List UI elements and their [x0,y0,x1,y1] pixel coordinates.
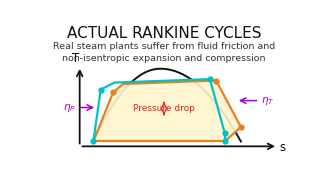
Text: Pressure drop: Pressure drop [133,104,195,113]
Text: $\eta_T$: $\eta_T$ [261,95,274,107]
Text: ACTUAL RANKINE CYCLES: ACTUAL RANKINE CYCLES [67,26,261,41]
Text: T: T [72,51,80,65]
Text: $\eta_P$: $\eta_P$ [63,102,76,114]
Polygon shape [93,80,241,141]
Text: Real steam plants suffer from fluid friction and
non-isentropic expansion and co: Real steam plants suffer from fluid fric… [53,42,275,63]
Text: s: s [279,141,285,154]
